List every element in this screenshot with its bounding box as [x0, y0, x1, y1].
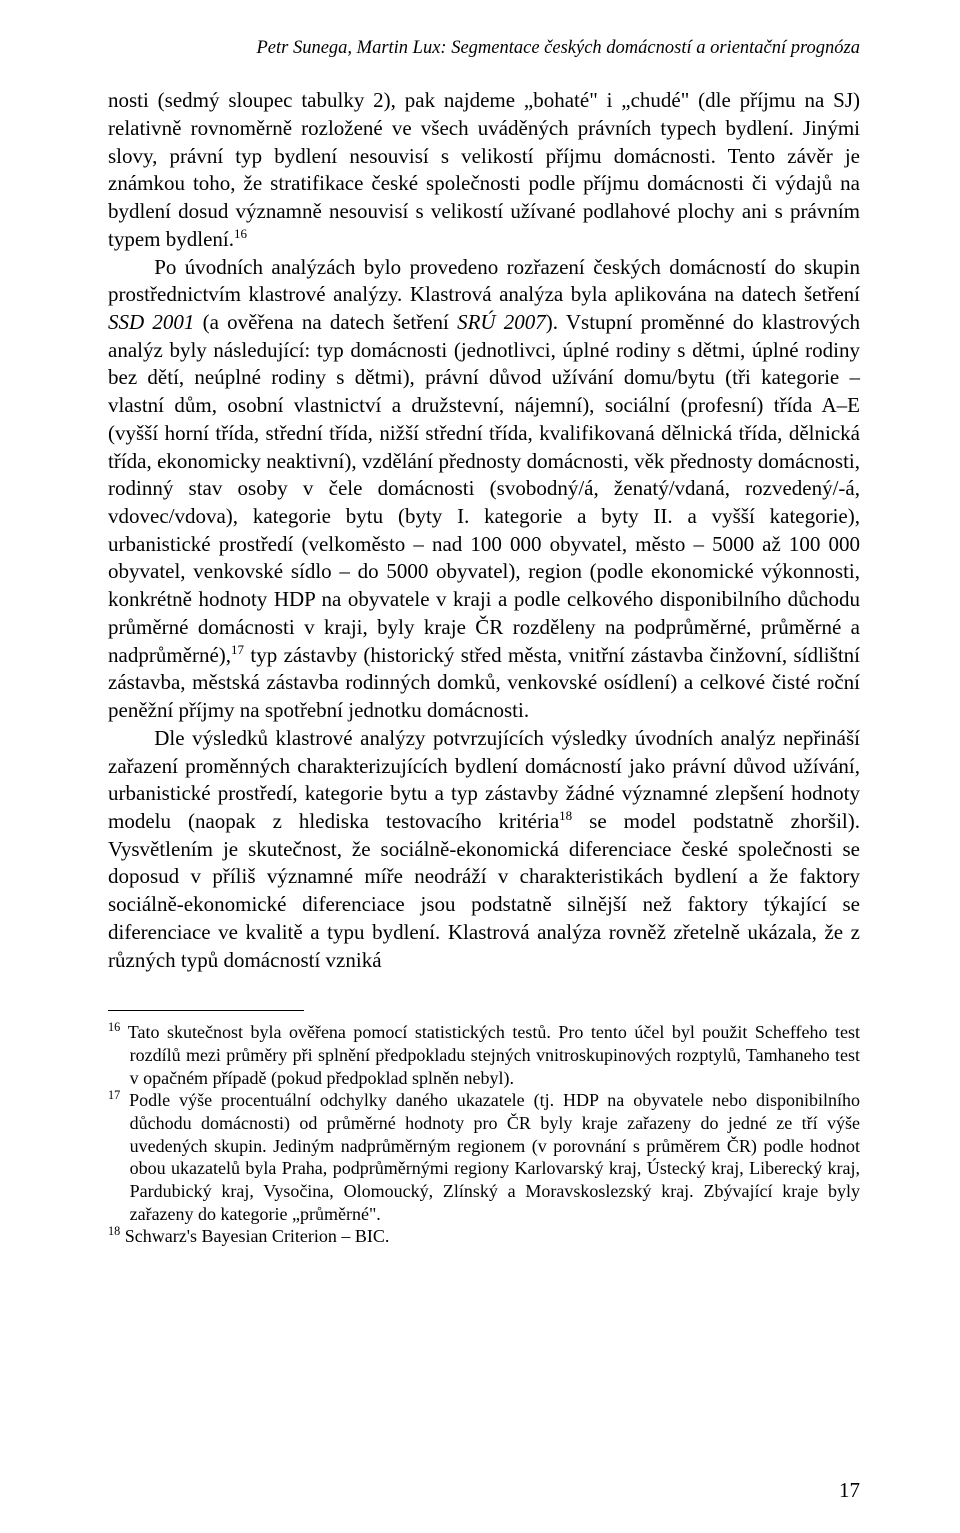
- footnote-16: 16 Tato skutečnost byla ověřena pomocí s…: [108, 1021, 860, 1089]
- footnote-17: 17 Podle výše procentuální odchylky dané…: [108, 1089, 860, 1225]
- footnote-ref-18: 18: [559, 808, 572, 823]
- body-text: nosti (sedmý sloupec tabulky 2), pak naj…: [108, 87, 860, 974]
- footnote-18-text: Schwarz's Bayesian Criterion – BIC.: [125, 1226, 390, 1246]
- paragraph-2-d-italic: SRÚ 2007: [457, 310, 546, 334]
- running-head: Petr Sunega, Martin Lux: Segmentace česk…: [108, 38, 860, 59]
- footnote-18-marker: 18: [108, 1224, 120, 1238]
- paragraph-3-b: se model podstatně zhoršil). Vysvětlením…: [108, 809, 860, 972]
- footnote-18: 18 Schwarz's Bayesian Criterion – BIC.: [108, 1225, 860, 1248]
- paragraph-2-b-italic: SSD 2001: [108, 310, 194, 334]
- page: Petr Sunega, Martin Lux: Segmentace česk…: [0, 0, 960, 1533]
- footnote-rule: [108, 1010, 304, 1011]
- footnote-ref-16: 16: [234, 226, 247, 241]
- paragraph-1: nosti (sedmý sloupec tabulky 2), pak naj…: [108, 87, 860, 253]
- footnote-16-text: Tato skutečnost byla ověřena pomocí stat…: [128, 1022, 860, 1087]
- footnote-17-marker: 17: [108, 1088, 120, 1102]
- footnote-17-text: Podle výše procentuální odchylky daného …: [129, 1090, 860, 1223]
- paragraph-2: Po úvodních analýzách bylo provedeno roz…: [108, 254, 860, 725]
- page-number: 17: [839, 1478, 860, 1503]
- footnote-ref-17: 17: [231, 642, 244, 657]
- footnotes: 16 Tato skutečnost byla ověřena pomocí s…: [108, 1010, 860, 1248]
- paragraph-3: Dle výsledků klastrové analýzy potvrzují…: [108, 725, 860, 974]
- paragraph-2-c: (a ověřena na datech šetření: [194, 310, 457, 334]
- footnote-16-marker: 16: [108, 1020, 120, 1034]
- paragraph-2-a: Po úvodních analýzách bylo provedeno roz…: [108, 255, 860, 307]
- paragraph-1-text: nosti (sedmý sloupec tabulky 2), pak naj…: [108, 88, 860, 251]
- paragraph-2-e: ). Vstupní proměnné do klastrových analý…: [108, 310, 860, 667]
